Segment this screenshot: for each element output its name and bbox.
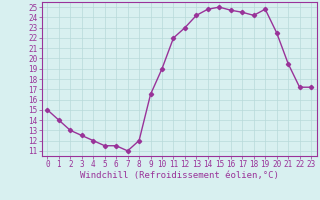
X-axis label: Windchill (Refroidissement éolien,°C): Windchill (Refroidissement éolien,°C) — [80, 171, 279, 180]
